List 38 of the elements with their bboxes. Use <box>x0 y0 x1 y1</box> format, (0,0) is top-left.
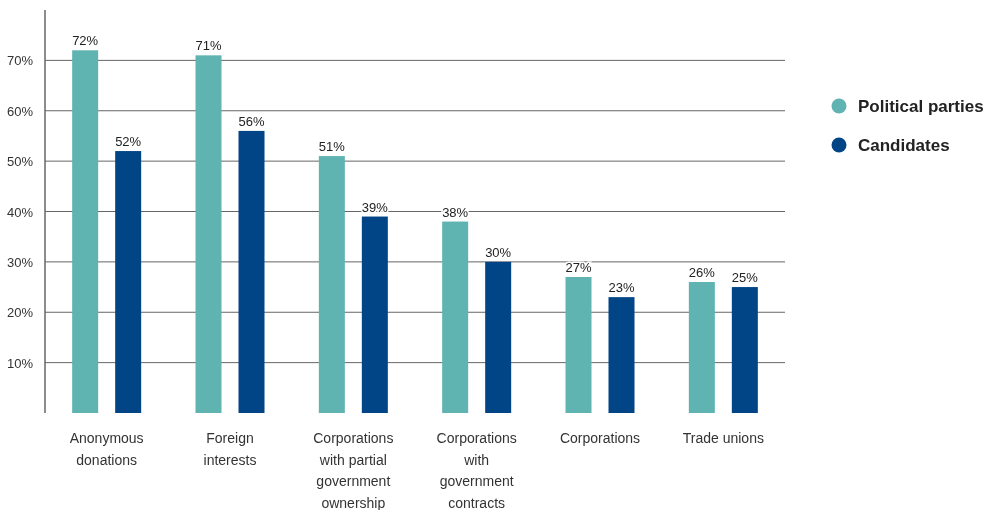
data-label: 71% <box>195 38 222 54</box>
data-label: 27% <box>565 259 592 275</box>
bar <box>442 221 469 413</box>
bar <box>238 130 265 413</box>
bar <box>485 261 512 413</box>
bar <box>608 297 635 413</box>
bar <box>688 282 715 413</box>
bar <box>72 50 99 413</box>
y-tick-label: 50% <box>6 154 34 170</box>
x-tick-label: Corporations <box>559 430 641 446</box>
data-label: 26% <box>688 265 716 281</box>
data-label: 25% <box>731 270 759 286</box>
data-label: 30% <box>485 244 512 260</box>
data-label: 51% <box>318 139 346 155</box>
x-tick-label: Anonymous donations <box>69 430 144 468</box>
legend-label: Political parties <box>858 97 984 116</box>
bar <box>731 287 758 413</box>
y-tick-label: 10% <box>6 355 34 371</box>
y-tick-label: 60% <box>6 103 34 119</box>
x-tick-label: Corporations with government contracts <box>436 430 517 510</box>
x-tick-label: Trade unions <box>682 430 764 446</box>
y-tick-label: 70% <box>6 53 34 69</box>
bar <box>195 55 222 413</box>
bar <box>361 216 388 413</box>
y-tick-label: 30% <box>6 254 34 270</box>
bar <box>565 276 592 413</box>
data-label: 23% <box>608 280 635 296</box>
bar <box>318 156 345 413</box>
y-tick-label: 40% <box>6 204 34 220</box>
data-label: 52% <box>115 134 142 150</box>
data-label: 72% <box>72 33 99 49</box>
y-tick-label: 20% <box>6 305 34 321</box>
bar <box>115 151 142 413</box>
data-label: 56% <box>238 113 265 129</box>
x-tick-label: Foreign interests <box>203 430 257 468</box>
data-label: 39% <box>361 199 389 215</box>
legend-label: Candidates <box>858 136 950 155</box>
x-tick-label: Corporations with partial government ownership <box>313 430 394 510</box>
